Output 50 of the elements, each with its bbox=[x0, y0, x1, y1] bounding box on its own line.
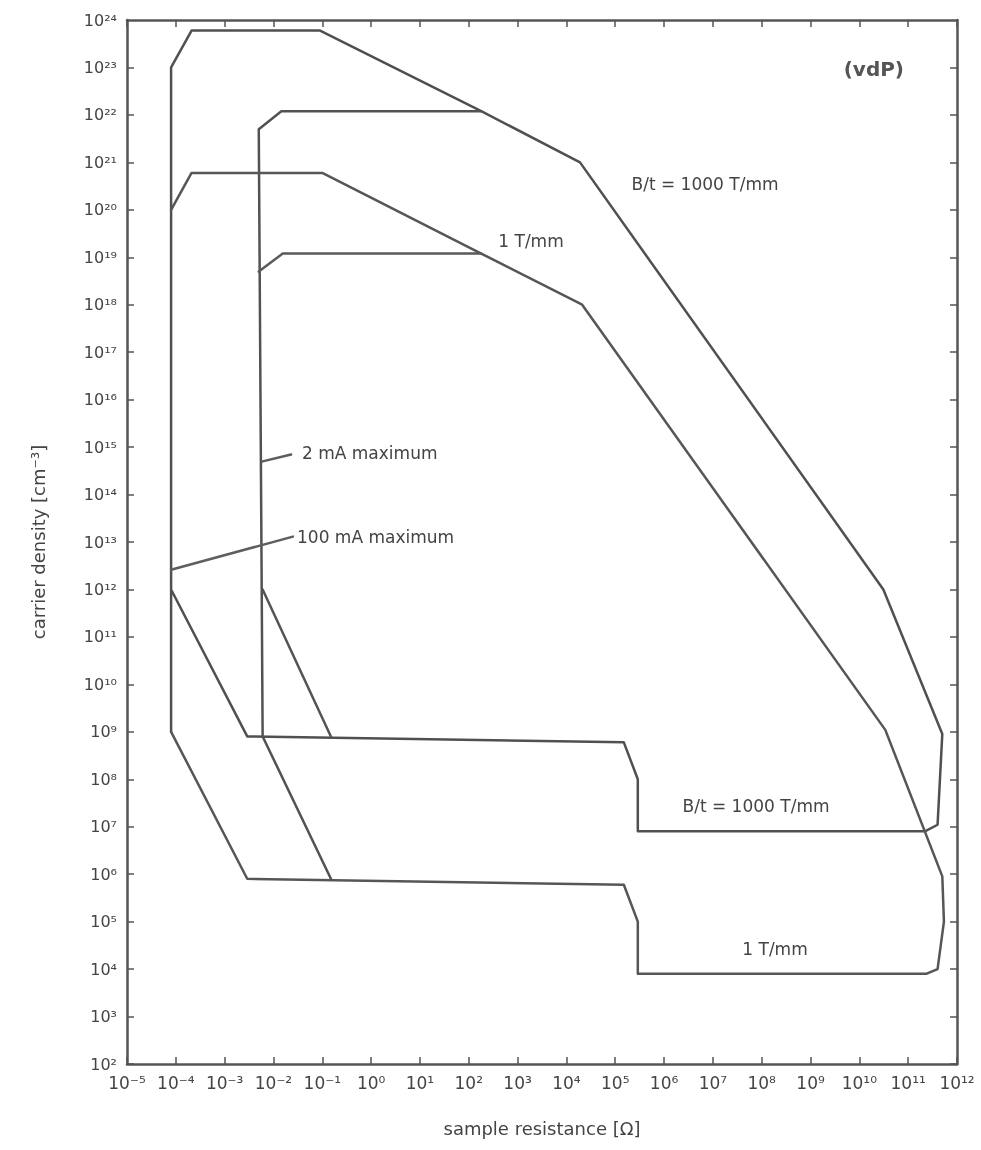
x-tick-label: 10¹ bbox=[405, 1072, 435, 1093]
annotation: 2 mA maximum bbox=[302, 443, 438, 463]
y-tick-label: 10⁹ bbox=[90, 722, 117, 742]
annotation: 1 T/mm bbox=[498, 231, 564, 251]
x-tick-label: 10⁵ bbox=[601, 1072, 630, 1093]
x-tick-label: 10¹¹ bbox=[890, 1072, 926, 1093]
x-tick-label: 10⁸ bbox=[747, 1072, 777, 1093]
y-tick-label: 10¹¹ bbox=[83, 627, 117, 647]
x-tick-label: 10¹² bbox=[939, 1072, 975, 1093]
x-tick-label: 10⁻³ bbox=[205, 1072, 244, 1093]
y-tick-label: 10²³ bbox=[83, 57, 117, 77]
y-tick-label: 10⁷ bbox=[90, 817, 117, 837]
y-tick-label: 10³ bbox=[90, 1007, 117, 1027]
annotation: 100 mA maximum bbox=[297, 527, 455, 547]
y-tick-label: 10⁵ bbox=[90, 912, 117, 932]
x-tick-label: 10⁹ bbox=[796, 1072, 825, 1093]
x-tick-label: 10⁷ bbox=[698, 1072, 728, 1093]
x-tick-label: 10⁻² bbox=[254, 1072, 293, 1093]
x-tick-label: 10⁻⁴ bbox=[157, 1072, 195, 1093]
x-tick-label: 10⁻¹ bbox=[303, 1072, 342, 1093]
y-tick-label: 10⁶ bbox=[90, 864, 117, 884]
x-tick-label: 10⁶ bbox=[649, 1072, 679, 1093]
y-tick-label: 10¹⁷ bbox=[83, 342, 117, 362]
x-tick-label: 10⁻⁵ bbox=[108, 1072, 146, 1093]
annotation: 1 T/mm bbox=[742, 939, 808, 959]
y-tick-label: 10⁸ bbox=[90, 769, 117, 789]
y-tick-label: 10²⁰ bbox=[83, 200, 117, 220]
y-tick-label: 10¹⁶ bbox=[83, 390, 117, 410]
x-tick-label: 10³ bbox=[503, 1072, 532, 1093]
y-tick-label: 10¹⁰ bbox=[83, 674, 117, 694]
y-tick-label: 10²⁴ bbox=[83, 10, 117, 30]
x-tick-label: 10¹⁰ bbox=[841, 1072, 878, 1093]
annotation: B/t = 1000 T/mm bbox=[631, 174, 779, 194]
y-tick-label: 10² bbox=[90, 1054, 117, 1074]
x-axis-title: sample resistance [Ω] bbox=[443, 1117, 641, 1139]
y-tick-label: 10¹⁸ bbox=[83, 295, 117, 315]
y-tick-label: 10²² bbox=[83, 105, 117, 125]
y-tick-label: 10¹⁵ bbox=[83, 437, 117, 457]
annotation: B/t = 1000 T/mm bbox=[682, 796, 830, 816]
y-tick-label: 10⁴ bbox=[90, 959, 117, 979]
x-tick-label: 10² bbox=[454, 1072, 483, 1093]
y-tick-label: 10¹³ bbox=[83, 532, 117, 552]
y-tick-label: 10¹² bbox=[83, 579, 117, 599]
y-tick-label: 10¹⁹ bbox=[83, 247, 117, 267]
y-axis-title: carrier density [cm⁻³] bbox=[27, 444, 49, 640]
y-tick-label: 10¹⁴ bbox=[83, 485, 117, 505]
y-tick-label: 10²¹ bbox=[83, 152, 117, 172]
text: (vdP) bbox=[843, 57, 904, 81]
x-tick-label: 10⁰ bbox=[356, 1072, 386, 1093]
x-tick-label: 10⁴ bbox=[552, 1072, 581, 1093]
